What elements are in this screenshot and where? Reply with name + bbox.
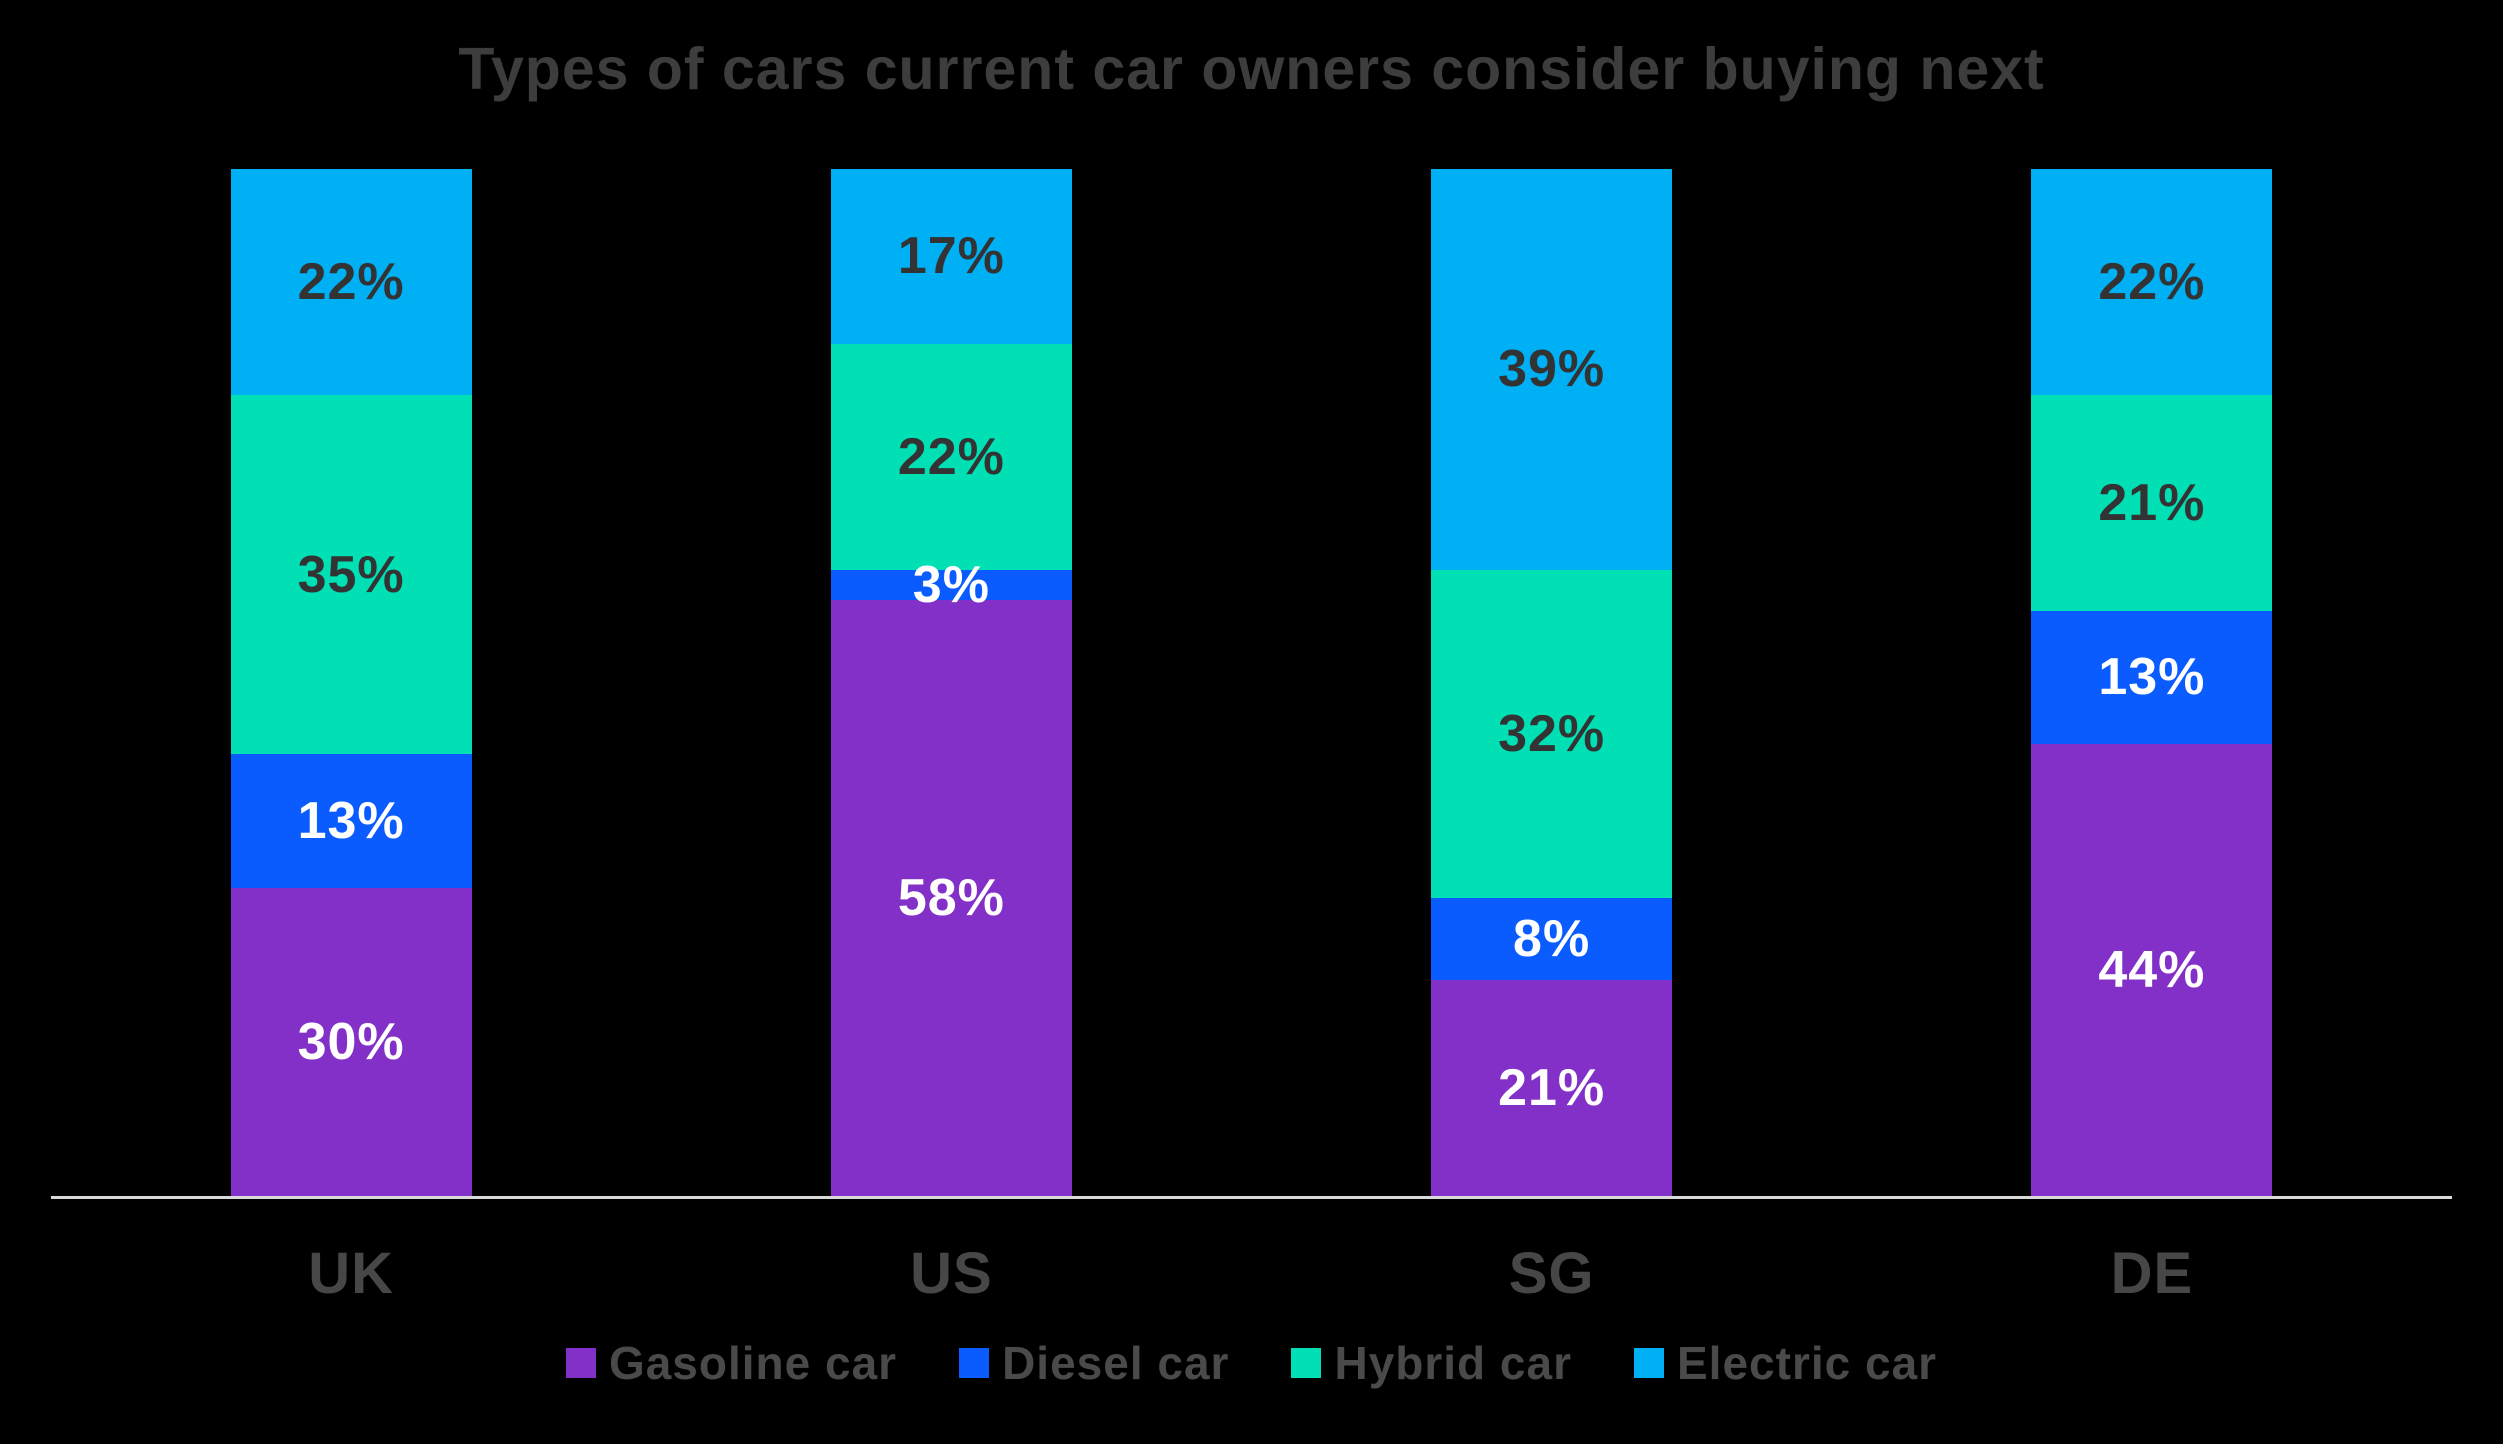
- x-axis-line: [51, 1196, 2452, 1199]
- segment-value-label: 21%: [1498, 1059, 1606, 1118]
- axis-label-sg: SG: [1508, 1241, 1595, 1306]
- legend: Gasoline car Diesel car Hybrid car Electric…: [0, 1336, 2503, 1390]
- segment-electric-car-us: 17%: [830, 169, 1072, 344]
- segment-value-label: 22%: [297, 252, 405, 311]
- segment-electric-car-uk: 22%: [230, 169, 472, 395]
- axis-label-us: US: [910, 1241, 993, 1306]
- segment-diesel-car-uk: 13%: [230, 754, 472, 888]
- segment-hybrid-car-de: 21%: [2031, 394, 2273, 611]
- segment-value-label: 22%: [2098, 252, 2206, 311]
- bar-uk: 22% 35% 13% 30%: [230, 169, 472, 1196]
- segment-value-label: 3%: [912, 555, 990, 614]
- legend-marker-gasoline-car-icon: [565, 1348, 596, 1378]
- segment-diesel-car-de: 13%: [2031, 610, 2273, 745]
- segment-value-label: 13%: [297, 792, 405, 851]
- legend-label: Hybrid car: [1334, 1337, 1572, 1389]
- segment-value-label: 22%: [897, 427, 1005, 486]
- legend-label: Diesel car: [1002, 1337, 1230, 1389]
- bar-us: 17% 22% 3% 58%: [830, 169, 1072, 1196]
- segment-value-label: 35%: [297, 545, 405, 604]
- segment-hybrid-car-sg: 32%: [1431, 569, 1673, 899]
- segment-value-label: 32%: [1498, 704, 1606, 763]
- segment-hybrid-car-us: 22%: [830, 343, 1072, 570]
- segment-value-label: 13%: [2098, 648, 2206, 707]
- segment-diesel-car-us: 3%: [830, 556, 1072, 614]
- legend-item-gasoline-car: Gasoline car: [565, 1336, 898, 1390]
- legend-item-diesel-car: Diesel car: [959, 1336, 1229, 1390]
- legend-item-electric-car: Electric car: [1634, 1336, 1937, 1390]
- segment-diesel-car-sg: 8%: [1431, 898, 1673, 981]
- segment-value-label: 44%: [2098, 941, 2206, 1000]
- segment-gasoline-car-de: 44%: [2031, 744, 2273, 1196]
- segment-hybrid-car-uk: 35%: [230, 394, 472, 755]
- bar-sg: 39% 32% 8% 21%: [1431, 169, 1673, 1196]
- legend-marker-hybrid-car-icon: [1291, 1348, 1322, 1378]
- legend-marker-electric-car-icon: [1634, 1348, 1664, 1378]
- segment-value-label: 21%: [2098, 473, 2206, 532]
- legend-label: Electric car: [1677, 1337, 1938, 1389]
- segment-gasoline-car-sg: 21%: [1431, 980, 1673, 1196]
- bar-de: 22% 21% 13% 44%: [2031, 169, 2273, 1196]
- segment-value-label: 39%: [1498, 340, 1606, 399]
- segment-value-label: 30%: [297, 1012, 405, 1071]
- segment-electric-car-de: 22%: [2031, 169, 2273, 395]
- axis-label-uk: UK: [308, 1241, 395, 1306]
- segment-value-label: 58%: [897, 869, 1005, 928]
- legend-item-hybrid-car: Hybrid car: [1291, 1336, 1572, 1390]
- segment-electric-car-sg: 39%: [1431, 169, 1673, 570]
- legend-marker-diesel-car-icon: [959, 1348, 990, 1378]
- axis-label-de: DE: [2110, 1241, 2194, 1306]
- segment-value-label: 17%: [897, 227, 1005, 286]
- segment-gasoline-car-us: 58%: [830, 600, 1072, 1196]
- chart-title: Types of cars current car owners conside…: [458, 36, 2045, 102]
- legend-label: Gasoline car: [608, 1337, 898, 1389]
- segment-value-label: 8%: [1513, 910, 1591, 969]
- segment-gasoline-car-uk: 30%: [230, 887, 472, 1196]
